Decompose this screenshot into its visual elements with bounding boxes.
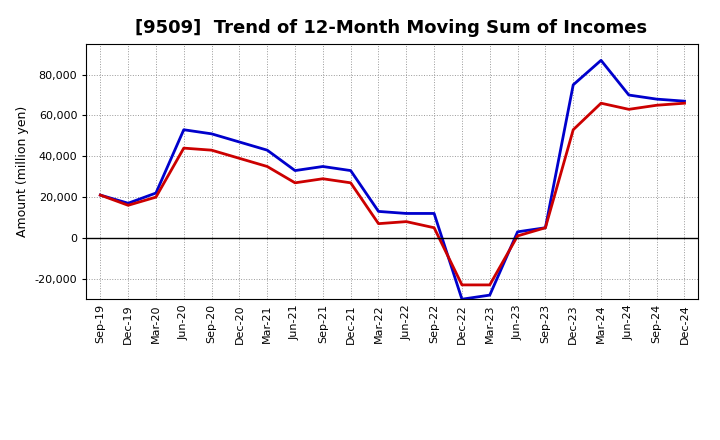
Ordinary Income bbox=[624, 92, 633, 98]
Net Income bbox=[430, 225, 438, 231]
Net Income bbox=[263, 164, 271, 169]
Net Income bbox=[624, 106, 633, 112]
Ordinary Income bbox=[235, 139, 243, 145]
Net Income bbox=[152, 194, 161, 200]
Ordinary Income bbox=[430, 211, 438, 216]
Net Income bbox=[207, 147, 216, 153]
Ordinary Income bbox=[402, 211, 410, 216]
Ordinary Income bbox=[652, 96, 661, 102]
Ordinary Income bbox=[374, 209, 383, 214]
Ordinary Income bbox=[263, 147, 271, 153]
Ordinary Income bbox=[597, 58, 606, 63]
Text: [9509]  Trend of 12-Month Moving Sum of Incomes: [9509] Trend of 12-Month Moving Sum of I… bbox=[135, 19, 647, 37]
Net Income bbox=[402, 219, 410, 224]
Net Income bbox=[569, 127, 577, 132]
Legend: Ordinary Income, Net Income: Ordinary Income, Net Income bbox=[246, 438, 539, 440]
Net Income bbox=[179, 146, 188, 151]
Net Income bbox=[541, 225, 550, 231]
Net Income bbox=[96, 192, 104, 198]
Ordinary Income bbox=[207, 131, 216, 136]
Net Income bbox=[346, 180, 355, 186]
Line: Ordinary Income: Ordinary Income bbox=[100, 60, 685, 299]
Net Income bbox=[124, 203, 132, 208]
Ordinary Income bbox=[179, 127, 188, 132]
Ordinary Income bbox=[152, 191, 161, 196]
Ordinary Income bbox=[458, 297, 467, 302]
Ordinary Income bbox=[96, 192, 104, 198]
Ordinary Income bbox=[485, 293, 494, 298]
Ordinary Income bbox=[291, 168, 300, 173]
Net Income bbox=[485, 282, 494, 288]
Ordinary Income bbox=[569, 82, 577, 88]
Ordinary Income bbox=[124, 201, 132, 206]
Ordinary Income bbox=[346, 168, 355, 173]
Net Income bbox=[318, 176, 327, 181]
Net Income bbox=[458, 282, 467, 288]
Net Income bbox=[374, 221, 383, 226]
Net Income bbox=[235, 156, 243, 161]
Ordinary Income bbox=[541, 225, 550, 231]
Line: Net Income: Net Income bbox=[100, 103, 685, 285]
Net Income bbox=[291, 180, 300, 186]
Net Income bbox=[652, 103, 661, 108]
Net Income bbox=[597, 101, 606, 106]
Ordinary Income bbox=[513, 229, 522, 235]
Net Income bbox=[513, 233, 522, 238]
Net Income bbox=[680, 101, 689, 106]
Y-axis label: Amount (million yen): Amount (million yen) bbox=[16, 106, 30, 237]
Ordinary Income bbox=[318, 164, 327, 169]
Ordinary Income bbox=[680, 99, 689, 104]
